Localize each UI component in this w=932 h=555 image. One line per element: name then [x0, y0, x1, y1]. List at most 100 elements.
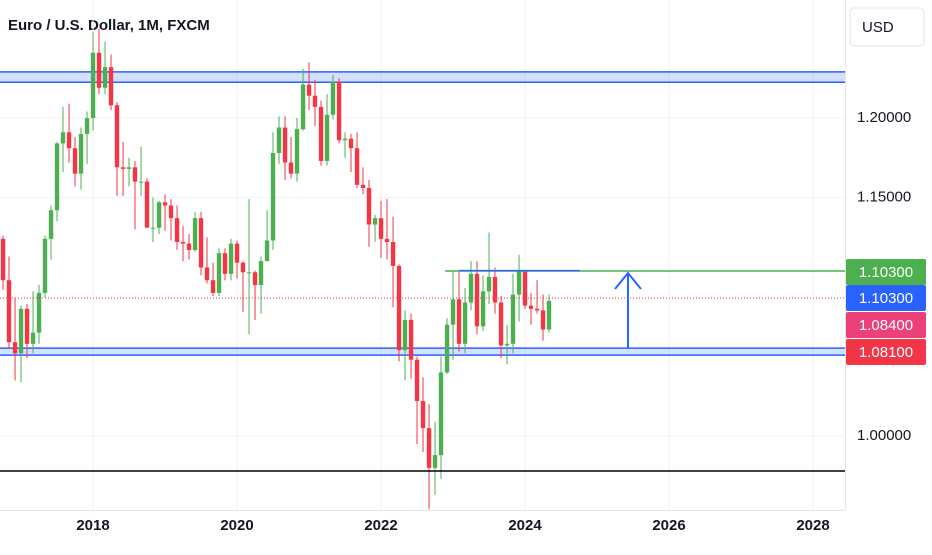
candle-body	[504, 343, 510, 346]
candle-body	[42, 238, 48, 293]
currency-label[interactable]: USD	[862, 19, 894, 36]
x-tick-label: 2026	[652, 517, 685, 534]
candle-body	[66, 132, 72, 149]
chart-title: Euro / U.S. Dollar, 1M, FXCM	[8, 17, 210, 34]
candle-body	[222, 253, 228, 274]
candle-body	[114, 105, 120, 168]
candle-body	[432, 455, 438, 468]
candle-body	[312, 95, 318, 107]
candle-body	[480, 291, 486, 327]
candle-body	[162, 202, 168, 206]
candle-body	[474, 273, 480, 327]
candle-body	[60, 132, 66, 144]
candle-body	[168, 205, 174, 219]
candle-body	[354, 148, 360, 185]
candle-body	[546, 300, 552, 330]
candle-body	[18, 308, 24, 354]
candle-body	[402, 319, 408, 351]
candle-body	[90, 52, 96, 118]
candle-body	[342, 138, 348, 141]
candle-body	[468, 273, 474, 303]
candle-body	[48, 210, 54, 239]
candle-body	[510, 294, 516, 344]
candle-body	[372, 218, 378, 225]
candle-body	[366, 187, 372, 225]
candle-body	[336, 81, 342, 141]
price-label: 1.08400	[859, 317, 913, 334]
candle-body	[12, 342, 18, 354]
y-tick-label: 1.00000	[857, 427, 911, 444]
candle-body	[450, 299, 456, 325]
candle-body	[132, 167, 138, 182]
price-label: 1.08100	[859, 344, 913, 361]
candle-body	[294, 129, 300, 174]
currency-button[interactable]	[849, 7, 925, 47]
candle-body	[78, 133, 84, 174]
x-tick-label: 2020	[220, 517, 253, 534]
price-label-box	[846, 259, 926, 285]
candle-body	[180, 242, 186, 244]
price-label-box	[846, 339, 926, 365]
candle-body	[96, 52, 102, 88]
candle-body	[228, 243, 234, 274]
plot	[0, 28, 845, 510]
candle-body	[348, 138, 354, 149]
price-label-box	[846, 312, 926, 338]
candle-body	[72, 148, 78, 174]
candle-body	[240, 262, 246, 273]
candle-body	[186, 243, 192, 250]
candle-body	[528, 305, 534, 309]
candle-body	[420, 401, 426, 429]
candle-body	[492, 277, 498, 303]
candle-body	[210, 280, 216, 293]
candle-body	[426, 428, 432, 468]
candle-body	[204, 267, 210, 281]
candle-body	[252, 272, 258, 285]
candle-body	[438, 372, 444, 456]
candle-body	[360, 184, 366, 188]
candle-body	[234, 243, 240, 263]
candle-body	[378, 218, 384, 239]
candle-body	[216, 253, 222, 293]
candle-body	[126, 167, 132, 169]
candle-body	[156, 202, 162, 228]
candle-body	[414, 359, 420, 402]
candle-body	[24, 308, 30, 344]
x-tick-label: 2028	[796, 517, 829, 534]
candle-body	[498, 302, 504, 346]
price-label: 1.10300	[859, 264, 913, 281]
candle-body	[516, 270, 522, 295]
candle-body	[276, 127, 282, 153]
candle-body	[324, 114, 330, 161]
candle-body	[102, 67, 108, 88]
candle-body	[198, 218, 204, 268]
x-tick-label: 2022	[364, 517, 397, 534]
candle-body	[36, 292, 42, 333]
candle-body	[174, 218, 180, 243]
candle-body	[396, 265, 402, 351]
price-label-box	[846, 285, 926, 311]
candle-body	[192, 218, 198, 250]
price-label: 1.10300	[859, 290, 913, 307]
zone	[0, 71, 845, 83]
overlay: 1.10300 1.10300 1.08400 1.08100	[0, 259, 926, 472]
candle-body	[0, 238, 6, 281]
candle-body	[300, 84, 306, 130]
candle-body	[444, 324, 450, 373]
candle-body	[456, 299, 462, 344]
candle-body	[138, 181, 144, 183]
candle-body	[522, 270, 528, 306]
y-tick-label: 1.15000	[857, 188, 911, 205]
zone	[0, 348, 845, 356]
y-tick-label: 1.20000	[857, 109, 911, 126]
candle-body	[390, 242, 396, 266]
x-tick-label: 2018	[76, 517, 109, 534]
candle-body	[330, 81, 336, 115]
candle-body	[486, 277, 492, 292]
candle-body	[264, 240, 270, 262]
candle-body	[150, 227, 156, 229]
candle-body	[144, 181, 150, 228]
x-tick-label: 2024	[508, 517, 542, 534]
